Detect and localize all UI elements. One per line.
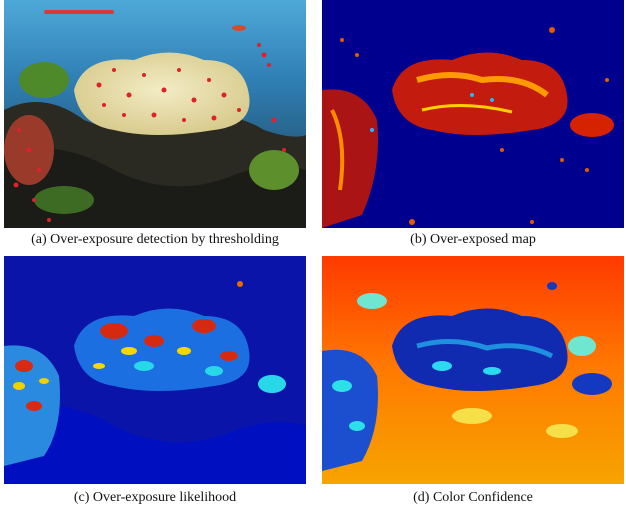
panel-a-image <box>4 0 306 228</box>
panel-b-image <box>322 0 624 228</box>
panel-d-image <box>322 256 624 484</box>
caption-b: (b) Over-exposed map <box>410 232 536 247</box>
caption-d: (d) Color Confidence <box>413 490 533 505</box>
caption-a: (a) Over-exposure detection by threshold… <box>31 232 279 247</box>
panel-c-image <box>4 256 306 484</box>
caption-c: (c) Over-exposure likelihood <box>73 490 237 505</box>
